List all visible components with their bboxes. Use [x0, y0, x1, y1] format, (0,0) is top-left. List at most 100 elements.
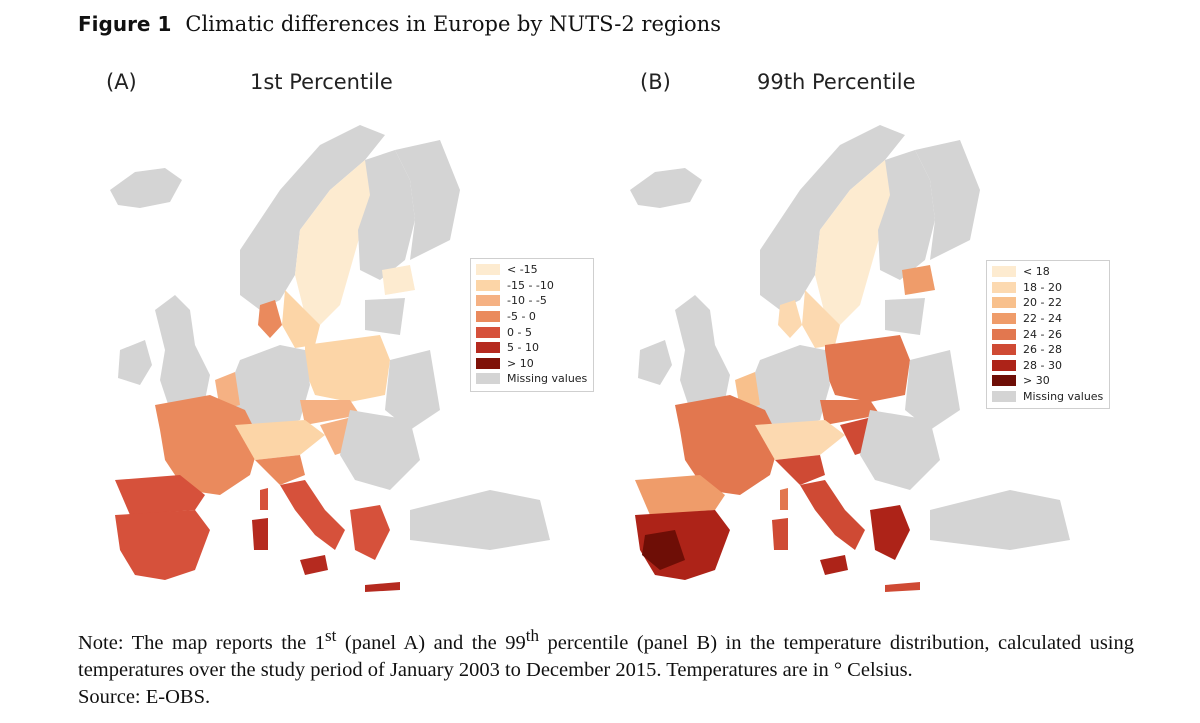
region-germany [750, 345, 830, 430]
region-crete [885, 582, 920, 592]
region-greece [350, 505, 390, 560]
legend-item: < -15 [476, 262, 587, 278]
legend-item: -15 - -10 [476, 278, 587, 294]
legend-item: > 10 [476, 356, 587, 372]
region-east [905, 350, 960, 430]
legend-label: 0 - 5 [507, 325, 532, 339]
legend-label: 26 - 28 [1023, 343, 1062, 357]
region-finland [878, 150, 935, 280]
region-sweden-south [282, 290, 320, 348]
legend-label: -15 - -10 [507, 278, 554, 292]
panel-b-title: 99th Percentile [757, 70, 916, 94]
legend-panel-a: < -15 -15 - -10 -10 - -5 -5 - 0 0 - 5 5 … [470, 258, 595, 392]
region-denmark [258, 300, 282, 338]
note-sup-2: th [525, 626, 540, 645]
map-panel-b [630, 125, 1070, 592]
legend-swatch [992, 375, 1016, 387]
legend-swatch [476, 295, 500, 307]
legend-item: Missing values [476, 371, 587, 387]
figure-title: Figure 1 Climatic differences in Europe b… [78, 12, 721, 36]
region-baltics [902, 265, 935, 295]
region-sweden-south [802, 290, 840, 348]
legend-swatch [476, 264, 500, 276]
region-france [675, 395, 780, 495]
region-russia [395, 140, 460, 260]
legend-label: > 30 [1023, 374, 1050, 388]
legend-label: 20 - 22 [1023, 296, 1062, 310]
region-czech [820, 400, 880, 425]
region-baltics-2 [365, 298, 405, 335]
legend-swatch [476, 326, 500, 338]
region-iberia [115, 510, 210, 580]
region-balkans-missing [860, 410, 940, 490]
region-russia [915, 140, 980, 260]
region-uk [675, 295, 730, 410]
region-crete [365, 582, 400, 592]
legend-item: 18 - 20 [992, 280, 1103, 296]
region-france [155, 395, 260, 495]
region-norway [240, 125, 385, 310]
region-sweden [815, 155, 905, 325]
map-b-shapes [630, 125, 1070, 592]
legend-swatch [476, 279, 500, 291]
note-text: Note: The map reports the 1st (panel A) … [78, 622, 1134, 684]
legend-swatch [992, 297, 1016, 309]
legend-item: < 18 [992, 264, 1103, 280]
region-sicily [820, 555, 848, 575]
note-part-2: (panel A) and the 99 [336, 631, 526, 654]
region-uk [155, 295, 210, 410]
region-czech [300, 400, 360, 425]
region-iceland [630, 168, 702, 208]
region-corsica [260, 488, 268, 510]
legend-label: > 10 [507, 356, 534, 370]
region-ireland [638, 340, 672, 385]
legend-swatch [476, 342, 500, 354]
region-iberia-north [115, 475, 205, 515]
legend-item: > 30 [992, 373, 1103, 389]
legend-label: -5 - 0 [507, 310, 536, 324]
legend-item: Missing values [992, 389, 1103, 405]
region-iberia-north [635, 475, 725, 515]
region-denmark [778, 300, 802, 338]
legend-label: < 18 [1023, 265, 1050, 279]
region-italy-peninsula [280, 480, 345, 550]
legend-swatch [992, 266, 1016, 278]
region-italy-north [255, 455, 305, 485]
region-sicily [300, 555, 328, 575]
map-a-shapes [110, 125, 550, 592]
note-part-1: Note: The map reports the 1 [78, 631, 326, 654]
map-panel-a [110, 125, 550, 592]
region-alps [235, 420, 325, 460]
panel-b-letter: (B) [640, 70, 671, 94]
region-poland [825, 335, 910, 402]
legend-item: 0 - 5 [476, 324, 587, 340]
region-alps [755, 420, 845, 460]
region-finland [358, 150, 415, 280]
legend-item: 26 - 28 [992, 342, 1103, 358]
region-sweden [295, 155, 385, 325]
legend-panel-b: < 18 18 - 20 20 - 22 22 - 24 24 - 26 26 … [986, 260, 1111, 410]
legend-label: 22 - 24 [1023, 312, 1062, 326]
note-sup-1: st [325, 626, 337, 645]
legend-label: Missing values [1023, 390, 1104, 404]
legend-label: -10 - -5 [507, 294, 547, 308]
region-corsica [780, 488, 788, 510]
panel-a-letter: (A) [106, 70, 137, 94]
legend-item: 5 - 10 [476, 340, 587, 356]
legend-label: 28 - 30 [1023, 358, 1062, 372]
region-sardinia [252, 518, 268, 550]
region-andalusia [642, 530, 685, 570]
legend-swatch [992, 328, 1016, 340]
legend-item: 22 - 24 [992, 311, 1103, 327]
note-source: Source: E-OBS. [78, 685, 211, 708]
region-baltics [382, 265, 415, 295]
legend-item: -10 - -5 [476, 293, 587, 309]
legend-item: -5 - 0 [476, 309, 587, 325]
figure-note: Note: The map reports the 1st (panel A) … [78, 622, 1134, 711]
region-norway [760, 125, 905, 310]
legend-label: < -15 [507, 263, 538, 277]
legend-item: 24 - 26 [992, 326, 1103, 342]
legend-label: 18 - 20 [1023, 280, 1062, 294]
region-iceland [110, 168, 182, 208]
legend-swatch [476, 357, 500, 369]
